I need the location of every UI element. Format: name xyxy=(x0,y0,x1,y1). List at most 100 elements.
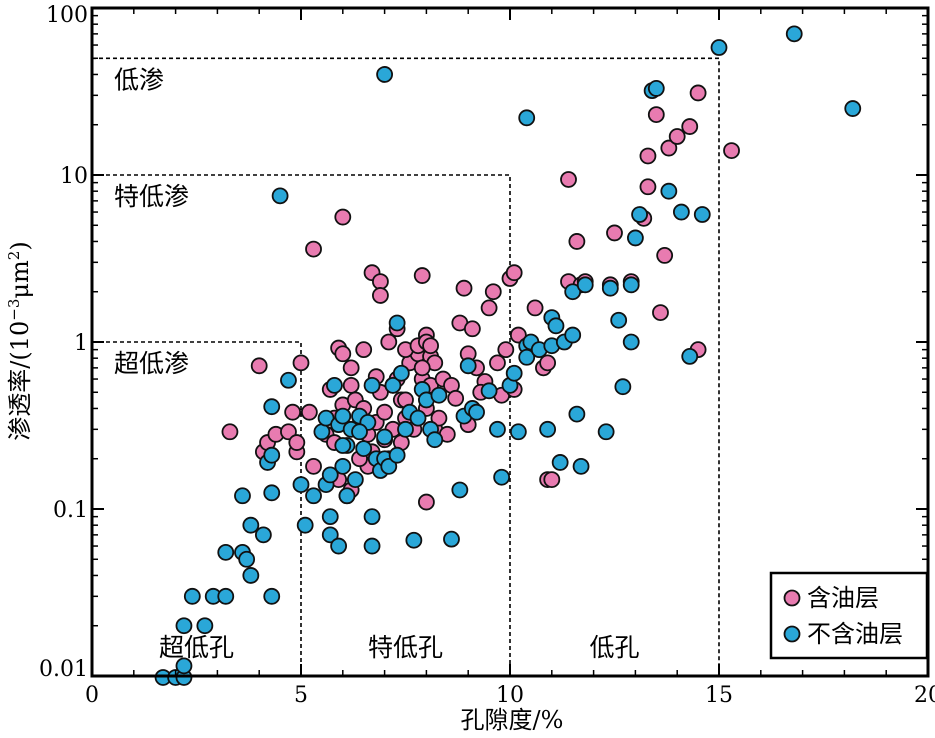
non-oil-point xyxy=(597,423,615,441)
poro-class-label: 特低孔 xyxy=(368,633,443,662)
oil-bearing-point xyxy=(480,299,498,317)
oil-bearing-point xyxy=(305,240,322,258)
non-oil-point xyxy=(601,279,619,297)
non-oil-point xyxy=(196,617,214,635)
y-tick-label: 1 xyxy=(74,331,88,356)
oil-bearing-point xyxy=(342,359,360,377)
perm-class-label: 特低渗 xyxy=(114,182,189,211)
non-oil-point xyxy=(334,437,352,454)
oil-bearing-point xyxy=(221,423,239,441)
oil-bearing-point xyxy=(723,142,740,159)
y-tick-label: 10 xyxy=(60,164,88,189)
non-oil-point xyxy=(568,405,586,423)
non-oil-point xyxy=(363,508,381,526)
oil-bearing-point xyxy=(430,409,448,427)
x-tick-label: 10 xyxy=(496,683,524,708)
x-tick-label: 5 xyxy=(294,683,308,708)
oil-bearing-point xyxy=(334,208,352,226)
legend-label-nonoil: 不含油层 xyxy=(807,620,903,648)
oil-bearing-point xyxy=(639,178,657,196)
non-oil-point xyxy=(647,80,665,97)
oil-bearing-point xyxy=(484,283,502,301)
non-oil-point xyxy=(681,347,699,365)
oil-bearing-point xyxy=(300,403,318,421)
non-oil-point xyxy=(263,484,281,502)
non-oil-point xyxy=(493,468,511,486)
oil-bearing-point xyxy=(660,139,678,157)
y-tick-label: 100 xyxy=(46,3,88,28)
non-oil-point xyxy=(321,526,339,544)
non-oil-point xyxy=(480,382,498,400)
perm-boundary-line xyxy=(92,57,720,676)
legend-marker-nonoil xyxy=(783,625,801,643)
oil-bearing-point xyxy=(413,359,431,377)
oil-bearing-point xyxy=(250,357,268,375)
oil-bearing-point xyxy=(288,434,306,451)
oil-bearing-point xyxy=(413,267,431,284)
non-oil-point xyxy=(631,206,648,223)
non-oil-point xyxy=(217,587,235,605)
oil-bearing-point xyxy=(334,345,352,363)
non-oil-point xyxy=(785,25,803,43)
non-oil-point xyxy=(710,39,728,56)
legend-label-oil: 含油层 xyxy=(807,584,879,612)
legend-marker-oil xyxy=(783,589,801,607)
oil-bearing-point xyxy=(526,299,544,317)
oil-bearing-point xyxy=(652,304,669,321)
non-oil-point xyxy=(505,364,523,382)
non-oil-point xyxy=(380,457,398,475)
non-oil-point xyxy=(321,466,339,484)
oil-bearing-point xyxy=(372,287,389,304)
non-oil-point xyxy=(384,376,402,394)
non-oil-point xyxy=(572,457,590,475)
oil-bearing-point xyxy=(647,106,665,123)
non-oil-point xyxy=(518,109,536,127)
non-oil-point xyxy=(175,617,193,635)
non-oil-point xyxy=(242,567,260,584)
data-points xyxy=(154,25,862,686)
non-oil-point xyxy=(672,203,690,221)
axis-ticks: 0 5 10 15 20 0.01 0.1 1 10 100 xyxy=(39,3,935,708)
oil-bearing-point xyxy=(560,171,577,188)
non-oil-point xyxy=(321,508,339,526)
non-oil-point xyxy=(376,428,394,446)
non-oil-point xyxy=(242,516,260,534)
legend-box xyxy=(769,571,929,660)
non-oil-point xyxy=(330,537,348,555)
x-tick-label: 20 xyxy=(914,683,935,708)
non-oil-point xyxy=(409,409,427,427)
non-oil-point xyxy=(313,423,331,441)
non-oil-point xyxy=(363,537,381,555)
oil-bearing-point xyxy=(463,320,481,338)
non-oil-point xyxy=(397,420,414,438)
oil-bearing-point xyxy=(497,341,515,359)
non-oil-point xyxy=(405,531,423,549)
oil-bearing-point xyxy=(447,389,465,407)
non-oil-point xyxy=(280,371,297,389)
oil-bearing-point xyxy=(284,403,302,421)
oil-bearing-point xyxy=(417,493,435,511)
non-oil-point xyxy=(305,487,322,505)
perm-class-label: 超低渗 xyxy=(114,349,189,378)
oil-bearing-point xyxy=(380,333,398,351)
x-tick-label: 0 xyxy=(85,683,99,708)
non-oil-point xyxy=(271,187,289,205)
non-oil-point xyxy=(614,378,632,396)
non-oil-point xyxy=(576,276,594,294)
non-oil-point xyxy=(263,446,281,464)
non-oil-point xyxy=(551,454,569,471)
y-tick-label: 0.01 xyxy=(39,657,88,682)
non-oil-point xyxy=(622,333,640,351)
non-oil-point xyxy=(392,364,410,382)
non-oil-point xyxy=(338,487,356,505)
non-oil-point xyxy=(234,487,251,505)
non-oil-point xyxy=(509,423,527,441)
non-oil-point xyxy=(296,516,314,534)
oil-bearing-point xyxy=(656,247,674,264)
non-oil-point xyxy=(489,420,506,438)
non-oil-point xyxy=(468,403,485,421)
legend: 含油层 不含油层 xyxy=(769,571,929,660)
oil-bearing-point xyxy=(372,273,389,290)
